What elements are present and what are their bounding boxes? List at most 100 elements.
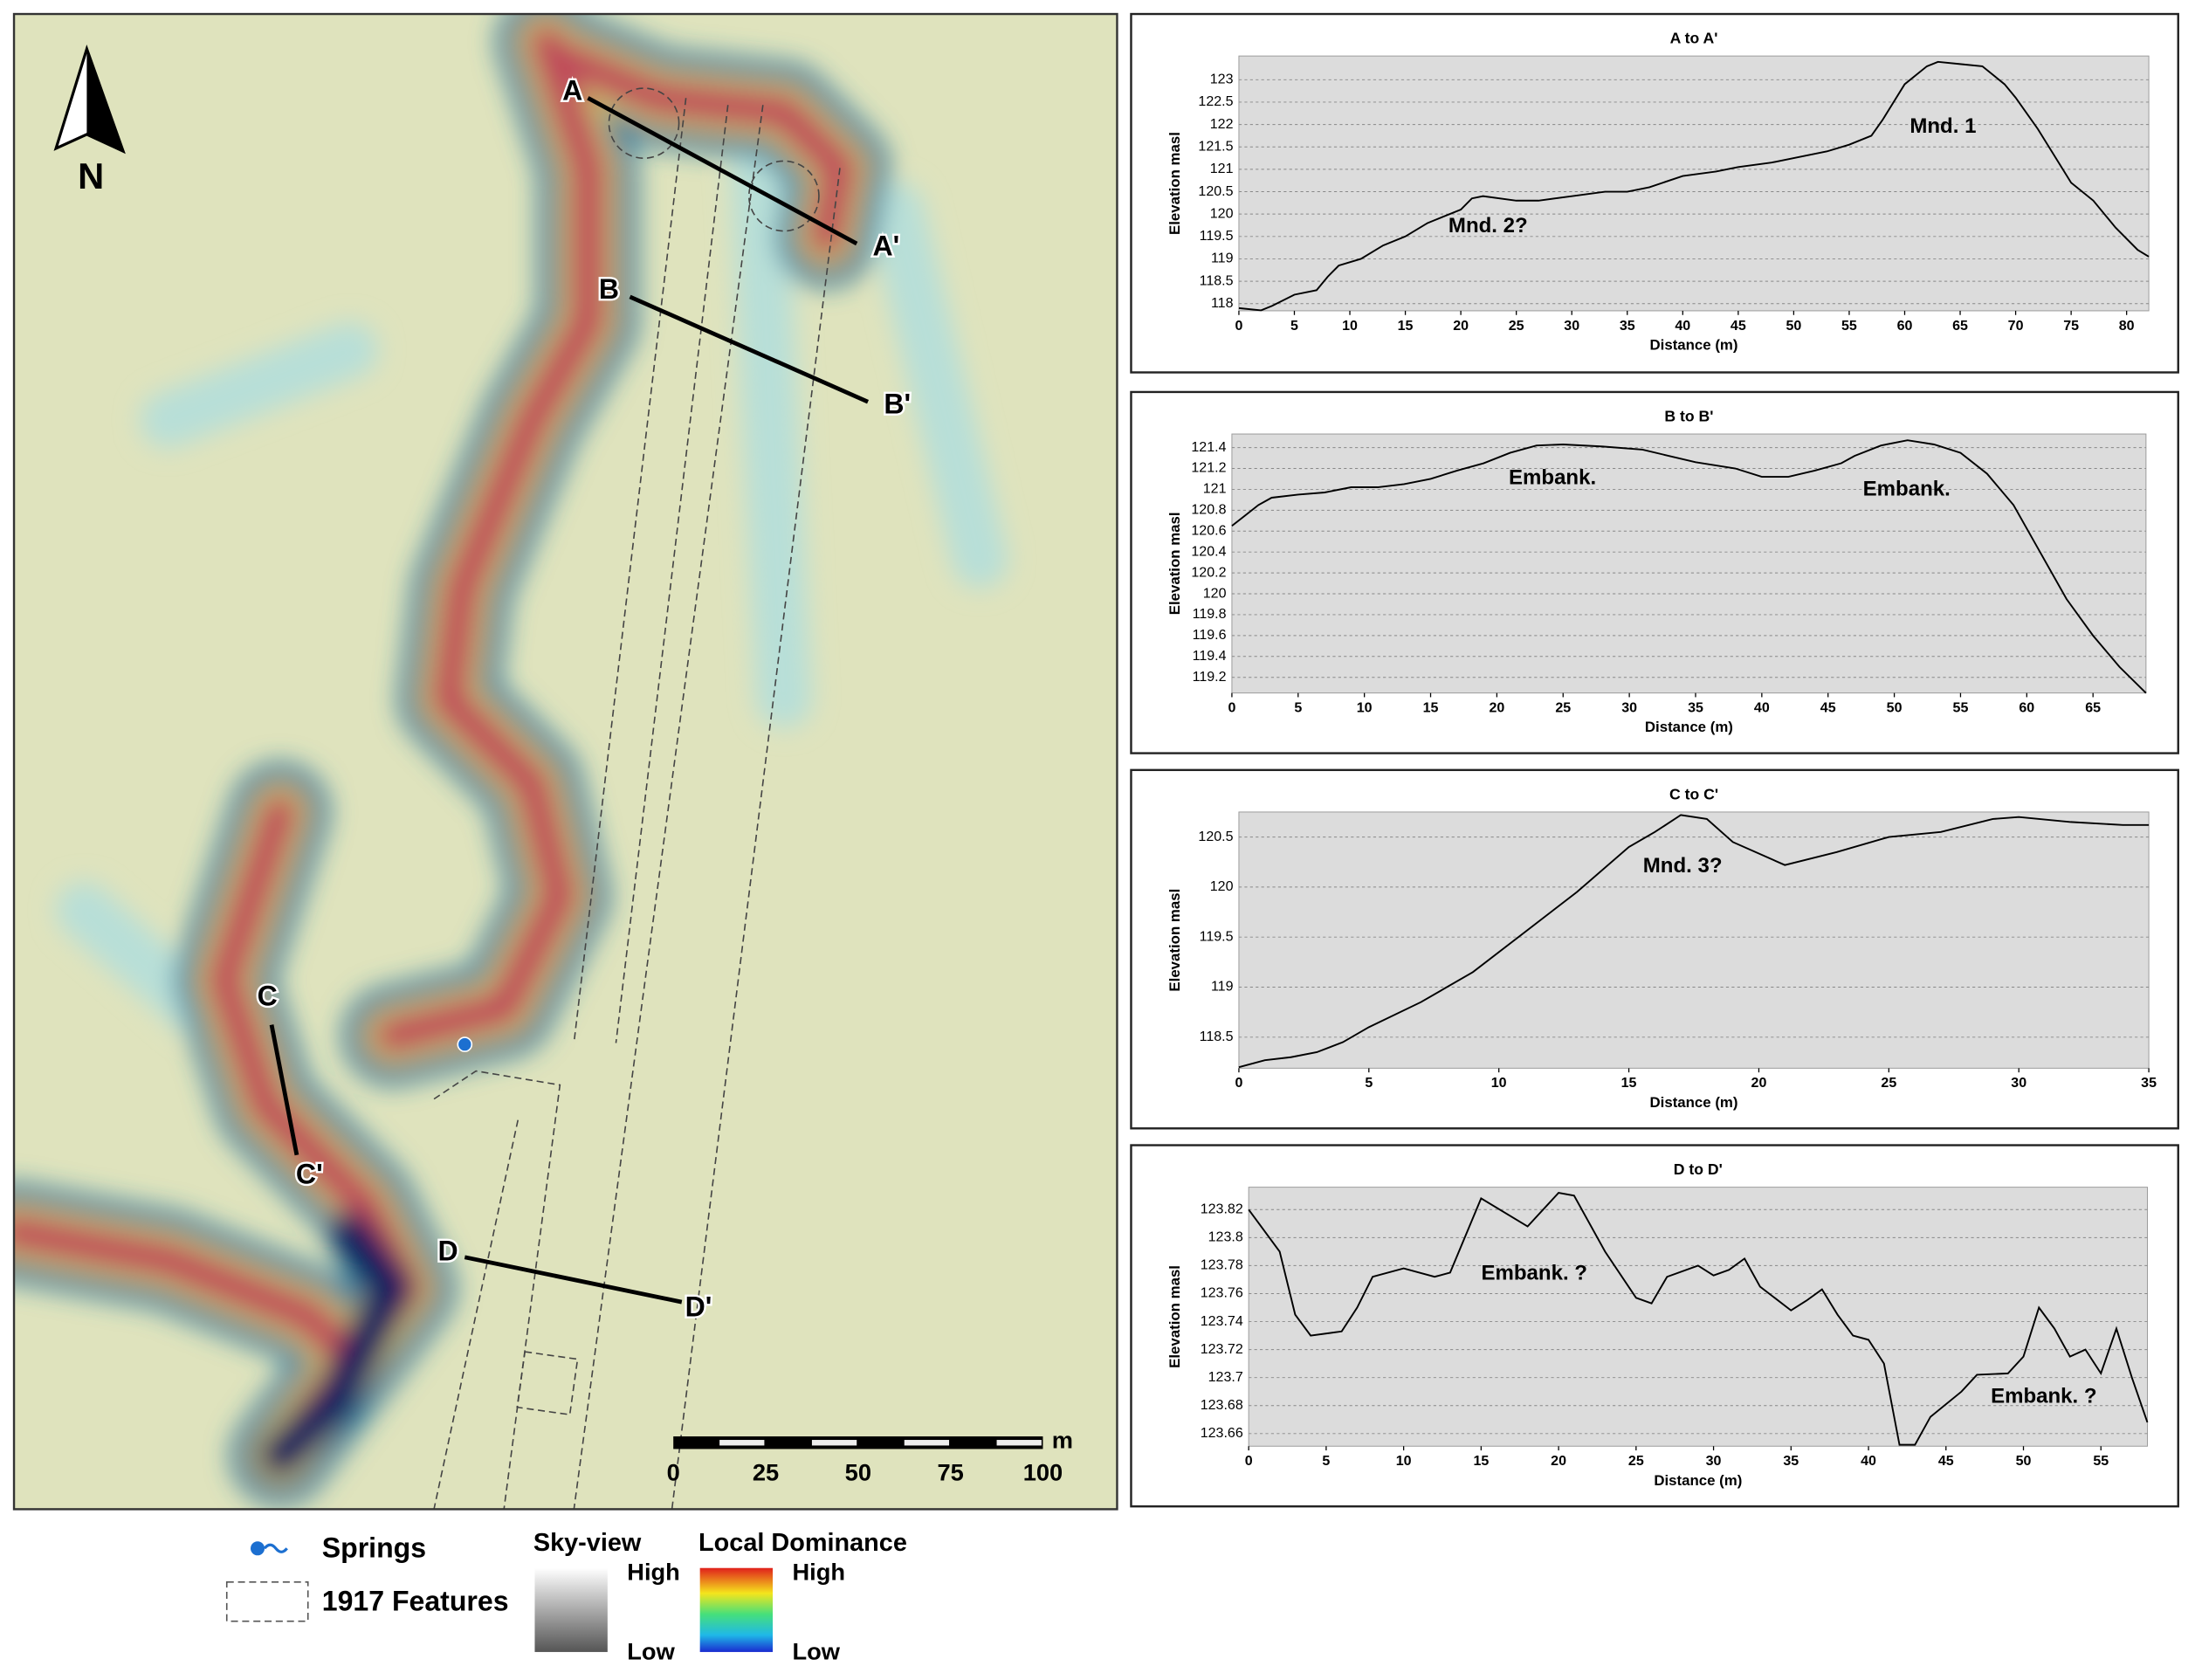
map-frame (12, 12, 1118, 1511)
annotation: Embank. ? (1991, 1384, 2097, 1408)
section-label: B' (884, 388, 911, 419)
x-tick-label: 5 (1365, 1075, 1373, 1091)
x-axis-title: Distance (m) (1654, 1472, 1742, 1489)
y-tick-label: 123.82 (1201, 1201, 1243, 1217)
x-tick-label: 65 (1952, 318, 1968, 334)
x-tick-label: 60 (2019, 700, 2034, 716)
x-tick-label: 35 (1688, 700, 1703, 716)
scale-bar: 0 25 50 75 100 m (667, 1427, 1073, 1486)
x-tick-label: 35 (2141, 1075, 2157, 1091)
scale-bar-frame (673, 1436, 1043, 1449)
plot-area (1238, 811, 2150, 1069)
1917-features (433, 87, 841, 1510)
y-tick-label: 119.2 (1193, 669, 1227, 685)
scale-bar-segment (811, 1440, 857, 1446)
north-label: N (78, 155, 104, 196)
y-tick-label: 119.5 (1200, 928, 1234, 944)
y-tick-label: 118 (1211, 295, 1234, 311)
x-tick-label: 25 (1509, 318, 1524, 334)
dominance-ramp (699, 1567, 774, 1652)
x-tick-label: 50 (1786, 318, 1801, 334)
x-tick-label: 55 (1953, 700, 1969, 716)
y-axis-title: Elevation masl (1166, 512, 1183, 615)
legend-label: 1917 Features (322, 1585, 509, 1616)
section-label: C' (296, 1158, 323, 1189)
y-tick-label: 120.2 (1191, 564, 1226, 580)
x-tick-label: 50 (2016, 1453, 2032, 1469)
legend-spring-icon (263, 1543, 288, 1553)
profile-line (1238, 814, 2150, 1069)
legend: Springs 1917 Features Sky-view High Low … (225, 1529, 907, 1665)
y-tick-label: 120.5 (1198, 829, 1233, 844)
legend-label: Low (627, 1638, 675, 1665)
x-tick-label: 10 (1342, 318, 1358, 334)
y-tick-label: 120.4 (1191, 543, 1226, 559)
y-tick-label: 123.68 (1201, 1397, 1243, 1413)
legend-label: Springs (322, 1532, 426, 1563)
legend-label: High (792, 1558, 845, 1585)
y-tick-label: 120 (1210, 205, 1234, 221)
x-tick-label: 15 (1473, 1453, 1489, 1469)
x-tick-label: 10 (1396, 1453, 1412, 1469)
x-tick-label: 55 (1841, 318, 1857, 334)
x-tick-label: 5 (1290, 318, 1298, 334)
x-tick-label: 0 (1245, 1453, 1253, 1469)
scale-bar-segment (996, 1440, 1042, 1446)
x-tick-label: 5 (1322, 1453, 1330, 1469)
y-tick-label: 121.2 (1191, 460, 1226, 476)
y-tick-label: 123.76 (1201, 1285, 1243, 1301)
x-tick-label: 15 (1423, 700, 1439, 716)
y-tick-label: 123.78 (1201, 1257, 1243, 1273)
scale-bar-segment (719, 1440, 765, 1446)
profile-chart: A to A' 118 118.5 119 119.5 120 120.5 121 121.5 1… (1130, 12, 2179, 374)
x-tick-label: 25 (1881, 1075, 1896, 1091)
scale-bar-label: 100 (1023, 1459, 1063, 1486)
profile-chart: C to C' 118.5 119 119.5 120 120.5 0 5 10 15 20 25 30… (1130, 768, 2179, 1130)
x-tick-label: 0 (1228, 700, 1235, 716)
x-tick-label: 55 (2093, 1453, 2109, 1469)
profile-line (1238, 60, 2150, 312)
annotation: Embank. (1863, 478, 1951, 501)
x-tick-label: 80 (2119, 318, 2135, 334)
x-tick-label: 5 (1294, 700, 1302, 716)
spring-marker (457, 1036, 473, 1052)
plot-area (1231, 433, 2147, 694)
section-line (464, 1255, 683, 1305)
legend-spring-icon (250, 1541, 265, 1556)
x-tick-label: 15 (1398, 318, 1414, 334)
y-tick-label: 120.5 (1198, 183, 1233, 199)
y-tick-label: 119.6 (1193, 627, 1227, 643)
y-tick-label: 119 (1211, 251, 1234, 266)
x-tick-label: 10 (1357, 700, 1373, 716)
section-label: A (562, 74, 582, 106)
y-tick-label: 120 (1210, 878, 1234, 894)
y-tick-label: 123.72 (1201, 1341, 1243, 1357)
x-tick-label: 45 (1731, 318, 1746, 334)
y-tick-label: 123 (1210, 72, 1234, 87)
x-axis-title: Distance (m) (1650, 336, 1738, 353)
y-tick-label: 119.4 (1193, 648, 1227, 664)
x-tick-label: 0 (1235, 318, 1242, 334)
legend-title: Sky-view (533, 1529, 642, 1557)
profile-chart: B to B' 119.2 119.4 119.6 119.8 120 120.2 120.4… (1130, 390, 2179, 754)
section-label: C (258, 981, 278, 1012)
y-tick-label: 120.6 (1191, 522, 1226, 538)
annotation: Mnd. 3? (1643, 854, 1723, 878)
annotation: Mnd. 2? (1448, 214, 1528, 238)
x-tick-label: 60 (1897, 318, 1913, 334)
x-tick-label: 70 (2008, 318, 2024, 334)
y-axis-title: Elevation masl (1166, 889, 1183, 992)
legend-feature-icon (225, 1580, 309, 1622)
y-tick-label: 123.74 (1201, 1313, 1243, 1329)
y-tick-label: 122 (1210, 116, 1234, 132)
x-tick-label: 15 (1621, 1075, 1637, 1091)
x-tick-label: 30 (1621, 700, 1637, 716)
x-tick-label: 35 (1620, 318, 1635, 334)
x-tick-label: 30 (1706, 1453, 1722, 1469)
x-tick-label: 30 (2011, 1075, 2026, 1091)
annotation: Embank. ? (1481, 1261, 1587, 1284)
y-tick-label: 123.66 (1201, 1425, 1243, 1441)
x-tick-label: 20 (1453, 318, 1469, 334)
scale-bar-label: 25 (753, 1459, 779, 1486)
